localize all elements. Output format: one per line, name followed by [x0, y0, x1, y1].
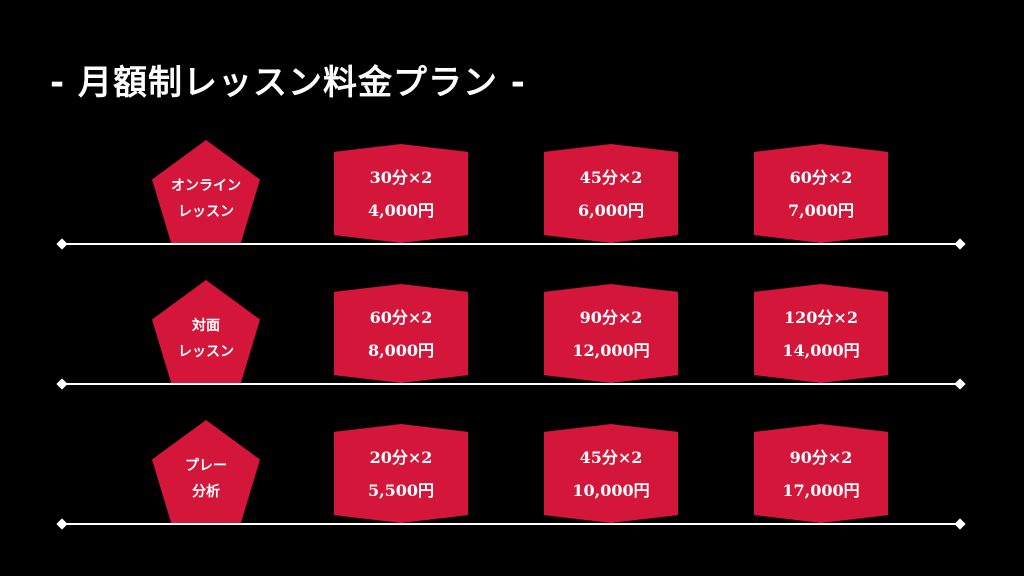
line-end-dot [954, 378, 966, 390]
category-label-line2: レッスン [178, 204, 234, 220]
line-end-dot [954, 518, 966, 530]
category-label-line2: 分析 [192, 484, 220, 500]
category-label-line1: プレー [185, 458, 227, 474]
plan-price: 7,000円 [787, 200, 855, 220]
plan-card: 60分×2 7,000円 [754, 144, 888, 243]
line-end-dot [954, 238, 966, 250]
plan-duration: 45分×2 [579, 167, 643, 187]
plan-price: 10,000円 [572, 480, 650, 500]
plan-card: 120分×2 14,000円 [754, 284, 888, 383]
plan-price: 14,000円 [782, 340, 860, 360]
category-badge-play-analysis: プレー 分析 [152, 420, 260, 524]
plan-card: 30分×2 4,000円 [334, 144, 468, 243]
plan-card: 60分×2 8,000円 [334, 284, 468, 383]
plan-price: 8,000円 [367, 340, 435, 360]
plan-price: 4,000円 [367, 200, 435, 220]
category-label-line1: オンライン [171, 178, 241, 194]
plan-row-in-person: 対面 レッスン 60分×2 8,000円 90分×2 12,000円 120分×… [0, 280, 1024, 420]
plan-duration: 30分×2 [369, 167, 433, 187]
plan-duration: 60分×2 [369, 307, 433, 327]
plan-duration: 120分×2 [784, 307, 858, 327]
plan-price: 12,000円 [572, 340, 650, 360]
plan-duration: 90分×2 [579, 307, 643, 327]
plan-card: 45分×2 10,000円 [544, 424, 678, 523]
plan-price: 6,000円 [577, 200, 645, 220]
plan-row-play-analysis: プレー 分析 20分×2 5,500円 45分×2 10,000円 90分×2 … [0, 420, 1024, 560]
plan-price: 5,500円 [367, 480, 435, 500]
category-label-line1: 対面 [192, 318, 220, 334]
row-divider-line [62, 243, 960, 245]
category-badge-online: オンライン レッスン [152, 140, 260, 244]
plan-row-online: オンライン レッスン 30分×2 4,000円 45分×2 6,000円 60分… [0, 140, 1024, 280]
plan-duration: 20分×2 [369, 447, 433, 467]
line-end-dot [56, 518, 68, 530]
plan-card: 45分×2 6,000円 [544, 144, 678, 243]
category-label-line2: レッスン [178, 344, 234, 360]
plan-card: 90分×2 12,000円 [544, 284, 678, 383]
row-divider-line [62, 523, 960, 525]
plan-card: 90分×2 17,000円 [754, 424, 888, 523]
plan-duration: 90分×2 [789, 447, 853, 467]
plan-card: 20分×2 5,500円 [334, 424, 468, 523]
plan-duration: 45分×2 [579, 447, 643, 467]
page-title: - 月額制レッスン料金プラン - [50, 63, 526, 103]
row-divider-line [62, 383, 960, 385]
line-end-dot [56, 238, 68, 250]
plan-duration: 60分×2 [789, 167, 853, 187]
category-badge-in-person: 対面 レッスン [152, 280, 260, 384]
line-end-dot [56, 378, 68, 390]
plan-price: 17,000円 [782, 480, 860, 500]
